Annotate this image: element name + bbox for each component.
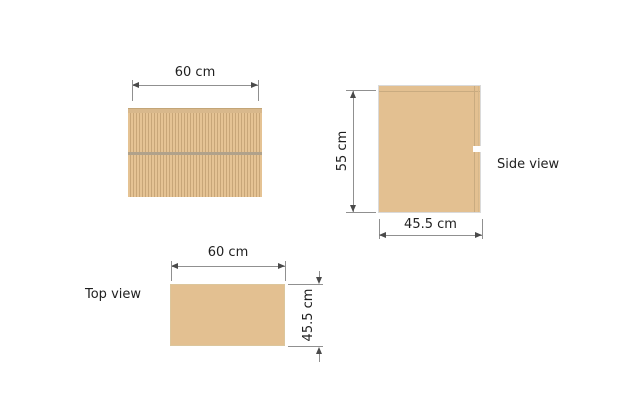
side-view-caption: Side view: [497, 157, 560, 172]
side-height-extension-line-bottom: [346, 212, 376, 213]
side-view-cabinet: [378, 85, 482, 213]
arrowhead-left-icon: [379, 232, 386, 238]
top-depth-arrow-tail-top: [319, 271, 320, 278]
side-depth-dimension-line: [379, 235, 482, 236]
top-view-worktop: [170, 284, 285, 346]
arrowhead-left-icon: [132, 82, 139, 88]
arrowhead-down-icon: [316, 277, 322, 284]
arrowhead-up-icon: [316, 347, 322, 354]
front-drawer-divider: [128, 152, 262, 155]
front-fluted-panel: [128, 113, 262, 197]
top-depth-extension-line-top: [288, 284, 323, 285]
arrowhead-up-icon: [350, 91, 356, 98]
arrowhead-down-icon: [350, 205, 356, 212]
front-width-dimension-label: 60 cm: [174, 65, 216, 80]
top-width-extension-line-right: [285, 261, 286, 281]
top-width-dimension-line: [171, 266, 285, 267]
arrowhead-right-icon: [251, 82, 258, 88]
front-worktop-edge: [128, 108, 262, 113]
arrowhead-left-icon: [171, 263, 178, 269]
top-depth-arrow-tail-bottom: [319, 354, 320, 362]
side-depth-dimension-label: 45.5 cm: [404, 217, 457, 232]
front-width-dimension-line: [132, 85, 258, 86]
side-height-dimension-label: 55 cm: [335, 130, 350, 172]
side-height-dimension-line: [353, 91, 354, 212]
arrowhead-right-icon: [278, 263, 285, 269]
side-depth-extension-line-right: [482, 219, 483, 239]
top-view-caption: Top view: [85, 287, 142, 302]
top-width-extension-line-left: [171, 261, 172, 281]
arrowhead-right-icon: [475, 232, 482, 238]
front-width-extension-line-right: [258, 80, 259, 101]
side-drawer-gap: [473, 146, 482, 152]
top-depth-dimension-label: 45.5 cm: [301, 288, 316, 342]
front-width-extension-line-left: [132, 80, 133, 101]
top-width-dimension-label: 60 cm: [207, 245, 249, 260]
side-height-extension-line-top: [346, 90, 376, 91]
side-depth-extension-line-left: [379, 219, 380, 239]
side-worktop-edge-line: [379, 91, 480, 92]
top-depth-extension-line-bottom: [288, 346, 323, 347]
front-view-cabinet: [128, 108, 262, 197]
